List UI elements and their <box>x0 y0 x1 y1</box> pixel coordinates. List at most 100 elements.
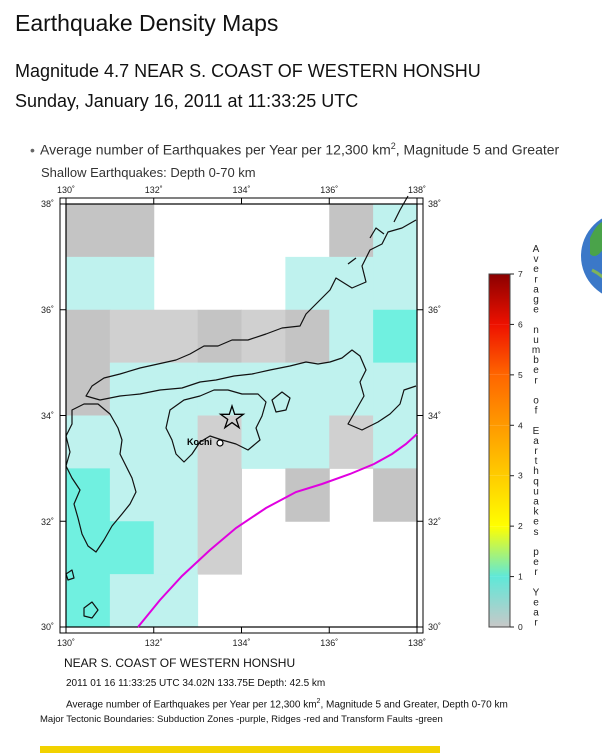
description-superscript: 2 <box>390 141 396 151</box>
tectonic-caption: Major Tectonic Boundaries: Subduction Zo… <box>40 714 443 725</box>
city-label: Kochi <box>187 437 212 447</box>
legend-tick-label: 3 <box>518 471 523 481</box>
description-text: Average number of Earthquakes per Year p… <box>40 141 391 158</box>
density-map-figure: 130˚ 132˚ 134˚ 136˚ 138˚ 130˚ 132˚ 134˚ … <box>41 185 602 648</box>
lat-label: 38˚ <box>41 199 54 209</box>
density-cell <box>197 468 242 522</box>
density-cell <box>153 521 199 575</box>
density-cell <box>66 415 111 469</box>
density-cell <box>66 256 111 311</box>
density-cell <box>66 574 111 628</box>
legend-color-block <box>489 374 510 426</box>
legend-tick-label: 5 <box>518 370 523 380</box>
average-caption-superscript: 2 <box>316 698 321 705</box>
legend-tick-label: 1 <box>518 572 523 582</box>
description-suffix: , Magnitude 5 and Greater <box>395 141 560 158</box>
honshu-inner-coast <box>347 195 409 265</box>
legend-color-block <box>489 425 510 476</box>
legend-tick-label: 7 <box>518 269 523 279</box>
lat-label: 34˚ <box>428 411 441 421</box>
average-caption-suffix: , Magnitude 5 and Greater, Depth 0-70 km <box>320 699 508 711</box>
density-cell <box>66 521 111 575</box>
longitude-labels-top: 130˚ 132˚ 134˚ 136˚ 138˚ <box>57 185 426 195</box>
density-cell <box>109 415 155 469</box>
density-cell <box>109 574 155 628</box>
average-caption: Average number of Earthquakes per Year p… <box>66 698 508 710</box>
density-cell <box>285 362 330 416</box>
density-cell <box>329 204 374 258</box>
event-time: Sunday, January 16, 2011 at 11:33:25 UTC <box>15 91 359 111</box>
density-cell <box>329 362 374 416</box>
lat-label: 38˚ <box>428 199 441 209</box>
density-cell <box>197 362 242 416</box>
city-marker-icon <box>216 439 224 447</box>
density-cell <box>241 309 286 364</box>
legend-color-block <box>489 475 510 527</box>
event-caption: 2011 01 16 11:33:25 UTC 34.02N 133.75E D… <box>66 678 326 689</box>
density-cell <box>329 256 374 311</box>
density-cell <box>373 309 418 364</box>
lat-label: 36˚ <box>41 305 54 315</box>
kyushu-coast <box>65 403 137 553</box>
density-cell <box>153 468 199 522</box>
legend-tick-label: 2 <box>518 521 523 531</box>
legend-ticks: 0 1 2 3 4 5 6 7 <box>510 269 523 632</box>
event-title: Magnitude 4.7 NEAR S. COAST OF WESTERN H… <box>15 61 481 81</box>
lon-label: 130˚ <box>57 185 75 195</box>
lon-label: 130˚ <box>57 638 75 648</box>
lon-label: 138˚ <box>408 185 426 195</box>
density-cell <box>66 309 111 364</box>
lat-label: 30˚ <box>41 622 54 632</box>
page-title: Earthquake Density Maps <box>15 10 279 36</box>
density-cell <box>66 468 111 522</box>
density-cell <box>109 256 155 311</box>
legend-color-block <box>489 576 510 627</box>
longitude-labels-bottom: 130˚ 132˚ 134˚ 136˚ 138˚ <box>57 638 426 648</box>
density-cell <box>285 309 330 364</box>
map-description: • Average number of Earthquakes per Year … <box>30 141 559 158</box>
density-cell <box>153 362 199 416</box>
density-cell <box>153 309 199 364</box>
shikoku-coast <box>165 389 267 463</box>
density-cell <box>66 362 111 416</box>
legend-color-block <box>489 526 510 577</box>
lon-label: 134˚ <box>232 185 250 195</box>
density-cell <box>373 362 418 416</box>
legend-tick-label: 4 <box>518 420 523 430</box>
awaji-island <box>271 391 291 413</box>
density-cell <box>329 415 374 469</box>
latitude-labels-right: 38˚ 36˚ 34˚ 32˚ 30˚ <box>428 199 441 632</box>
legend-tick-label: 0 <box>518 622 523 632</box>
tick-marks <box>60 198 423 633</box>
subduction-zone-line <box>137 433 418 628</box>
density-cell <box>109 468 155 522</box>
density-cell <box>285 415 330 469</box>
legend-color-blocks <box>489 274 510 627</box>
region-caption: NEAR S. COAST OF WESTERN HONSHU <box>64 656 296 670</box>
legend-tick-label: 6 <box>518 319 523 329</box>
density-cell <box>109 309 155 364</box>
bullet-icon: • <box>30 141 35 158</box>
density-cell <box>109 362 155 416</box>
lon-label: 136˚ <box>320 638 338 648</box>
density-cell <box>285 256 330 311</box>
density-cell <box>197 309 242 364</box>
average-caption-text: Average number of Earthquakes per Year p… <box>66 699 317 711</box>
density-cell <box>153 415 199 469</box>
globe-inset <box>581 218 602 294</box>
density-cell <box>66 204 111 258</box>
legend-color-block <box>489 274 510 325</box>
epicenter-star-icon <box>218 403 246 430</box>
honshu-coast <box>85 219 417 431</box>
lon-label: 132˚ <box>145 185 163 195</box>
density-cell <box>329 309 374 364</box>
density-cell <box>109 204 155 258</box>
lat-label: 32˚ <box>41 517 54 527</box>
depth-subtitle: Shallow Earthquakes: Depth 0-70 km <box>41 165 256 180</box>
lat-label: 36˚ <box>428 305 441 315</box>
density-cell <box>285 468 330 522</box>
density-cell <box>241 415 286 469</box>
coastlines <box>65 195 417 619</box>
